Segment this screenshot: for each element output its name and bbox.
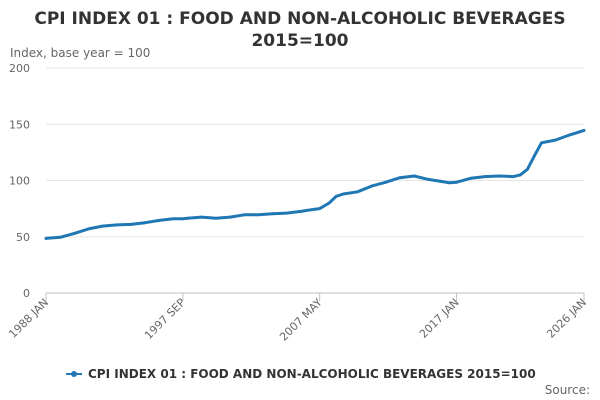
x-tick-label-2: 2007 MAY	[277, 296, 325, 344]
data-point-0-4	[101, 224, 104, 228]
data-point-0-11	[186, 216, 190, 220]
data-point-0-19	[299, 210, 303, 213]
y-axis-label: Index, base year = 100	[10, 46, 150, 60]
data-point-0-27	[384, 180, 388, 184]
data-point-0-7	[143, 221, 147, 225]
data-point-0-31	[426, 178, 430, 181]
data-point-0-25	[356, 190, 359, 194]
data-point-0-6	[129, 223, 133, 226]
data-point-0-16	[257, 213, 260, 217]
data-point-0-20	[313, 207, 317, 211]
data-point-0-39	[518, 173, 522, 177]
legend[interactable]: CPI INDEX 01 : FOOD AND NON-ALCOHOLIC BE…	[66, 367, 536, 381]
data-point-0-10	[181, 217, 185, 221]
data-point-0-2	[72, 232, 76, 235]
data-point-0-35	[469, 176, 473, 180]
data-point-0-14	[228, 215, 232, 219]
chart-title-line-2: 2015=100	[251, 31, 348, 51]
series-group	[44, 128, 586, 240]
x-axis: 1988 JAN 1997 SEP 2007 MAY 2017 JAN 2026 JAN	[6, 292, 589, 344]
data-point-0-41	[533, 154, 536, 158]
data-point-0-17	[271, 212, 274, 216]
data-point-0-13	[214, 216, 218, 220]
x-tick-label-3: 2017 JAN	[417, 296, 462, 341]
data-point-0-22	[327, 201, 331, 205]
y-tick-label-200: 200	[9, 62, 30, 75]
data-point-0-18	[285, 211, 289, 215]
data-point-0-32	[441, 180, 444, 184]
data-point-0-26	[370, 184, 373, 188]
data-point-0-33	[448, 181, 451, 185]
data-point-0-44	[568, 133, 572, 137]
data-point-0-42	[540, 141, 543, 145]
data-point-0-24	[341, 192, 345, 196]
data-point-0-9	[172, 217, 175, 221]
grid-lines	[46, 67, 584, 238]
data-point-0-43	[554, 138, 558, 142]
y-tick-labels: 0 50 100 150 200	[9, 62, 30, 300]
data-point-0-34	[455, 180, 458, 184]
data-point-0-1	[58, 235, 62, 239]
source-label: Source:	[545, 383, 590, 397]
data-point-0-8	[157, 219, 161, 222]
y-tick-label-100: 100	[9, 175, 30, 188]
data-point-0-23	[334, 194, 338, 198]
series-line-0	[44, 128, 586, 240]
x-tick-label-0: 1988 JAN	[6, 296, 51, 341]
x-tick-label-4: 2026 JAN	[544, 296, 589, 341]
data-point-0-29	[412, 174, 416, 178]
data-point-0-21	[318, 207, 322, 211]
x-tick-label-1: 1997 SEP	[142, 296, 188, 342]
data-point-0-36	[483, 175, 487, 179]
data-point-0-37	[497, 174, 501, 178]
y-tick-label-150: 150	[9, 118, 30, 131]
data-point-0-3	[87, 227, 90, 231]
data-point-0-15	[242, 213, 246, 217]
data-point-0-30	[419, 176, 423, 180]
data-point-0-12	[200, 215, 204, 219]
data-point-0-45	[582, 129, 586, 132]
data-point-0-0	[44, 237, 48, 240]
chart-title: CPI INDEX 01 : FOOD AND NON-ALCOHOLIC BE…	[34, 9, 565, 51]
data-point-0-28	[398, 176, 402, 180]
legend-marker	[71, 371, 77, 377]
data-point-0-38	[511, 175, 515, 179]
data-point-0-5	[115, 223, 119, 227]
y-tick-label-0: 0	[23, 287, 30, 300]
chart-title-line-1: CPI INDEX 01 : FOOD AND NON-ALCOHOLIC BE…	[34, 9, 565, 29]
data-point-0-40	[526, 167, 529, 171]
legend-item-label: CPI INDEX 01 : FOOD AND NON-ALCOHOLIC BE…	[88, 367, 536, 381]
y-tick-label-50: 50	[16, 231, 30, 244]
